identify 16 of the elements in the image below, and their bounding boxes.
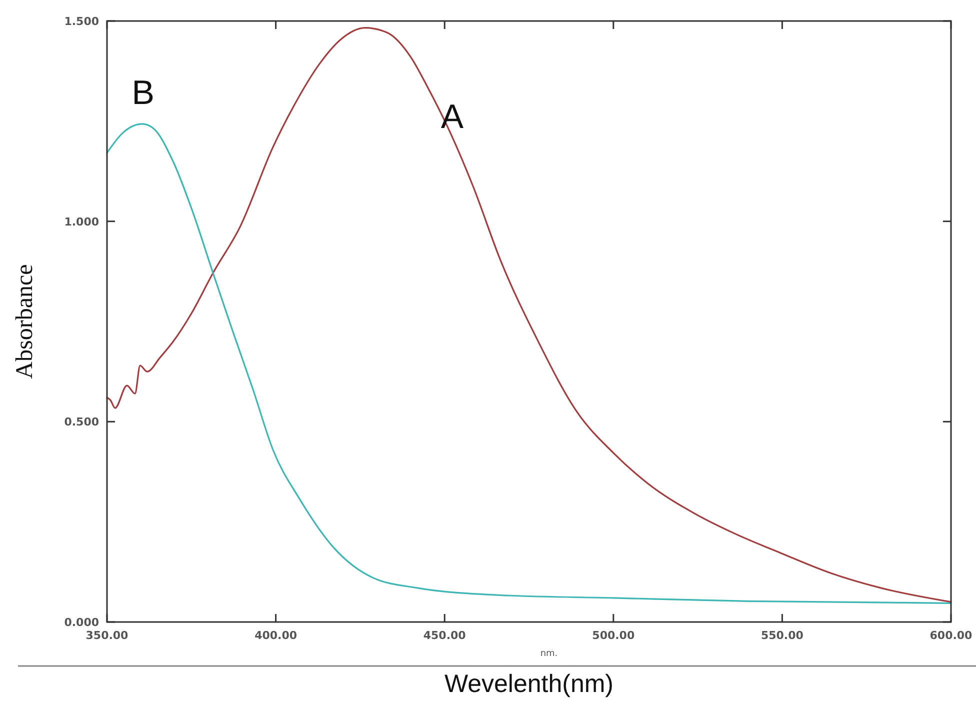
series-label: B: [132, 74, 154, 112]
y-tick-label: 1.000: [64, 215, 100, 228]
x-tick-label: 450.00: [423, 629, 466, 642]
series-label: A: [440, 98, 464, 136]
x-axis-title: Wevelenth(nm): [444, 670, 614, 698]
x-tick-label: 600.00: [930, 629, 973, 642]
x-tick-label: 550.00: [760, 629, 804, 642]
y-tick-label: 0.000: [64, 616, 100, 629]
y-tick-label: 1.500: [64, 15, 100, 28]
line-series: [106, 27, 952, 603]
x-tick-label: 350.00: [86, 629, 129, 642]
text: nm.: [540, 649, 558, 659]
y-tick-label: 0.500: [64, 416, 100, 429]
y-axis-title: Absorbance: [12, 264, 38, 379]
x-tick-label: 400.00: [254, 629, 298, 642]
x-tick-label: 500.00: [592, 629, 635, 642]
